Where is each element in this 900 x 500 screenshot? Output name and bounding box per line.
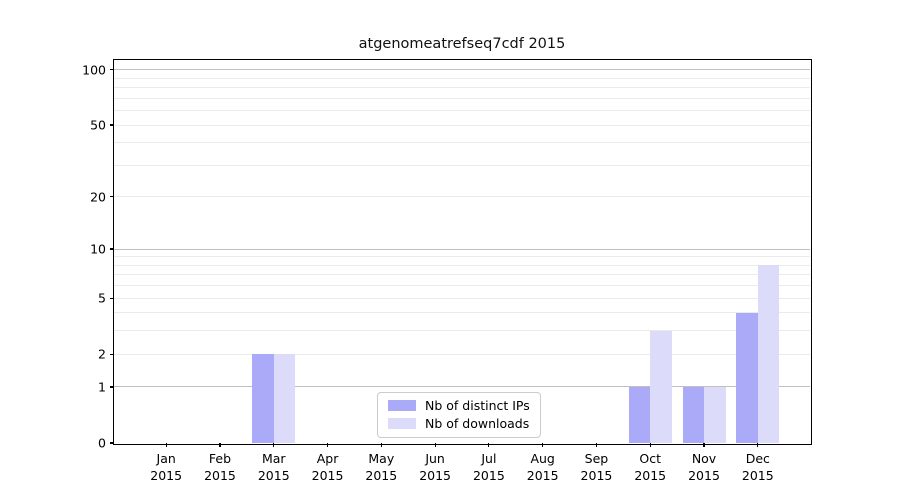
y-tick-label: 100 (82, 62, 106, 78)
bar-distinct-ips (628, 386, 651, 443)
x-tick-label: Sep 2015 (580, 451, 613, 483)
legend-label-distinct-ips: Nb of distinct IPs (425, 398, 530, 413)
minor-gridline (114, 312, 810, 314)
minor-gridline (114, 77, 810, 79)
x-tick-mark (165, 443, 167, 447)
bar-downloads (650, 330, 672, 443)
x-tick-label: Oct 2015 (634, 451, 667, 483)
minor-gridline (114, 124, 810, 126)
x-tick-mark (703, 443, 705, 447)
bar-distinct-ips (252, 354, 274, 443)
bar-distinct-ips (736, 312, 758, 443)
minor-gridline (114, 97, 810, 99)
y-tick-label: 1 (98, 379, 106, 395)
x-tick-mark (757, 443, 759, 447)
bar-downloads (273, 354, 296, 443)
legend: Nb of distinct IPs Nb of downloads (377, 392, 541, 438)
y-tick-label: 2 (98, 346, 106, 362)
y-tick-label: 50 (90, 117, 106, 133)
downloads-swatch-icon (388, 418, 416, 429)
y-tick-mark (110, 69, 114, 71)
y-tick-label: 10 (90, 241, 106, 257)
minor-gridline (114, 164, 810, 166)
minor-gridline (114, 274, 810, 276)
y-tick-mark (110, 297, 114, 299)
major-gridline (114, 386, 810, 388)
x-tick-label: Nov 2015 (688, 451, 720, 483)
minor-gridline (114, 142, 810, 144)
minor-gridline (114, 285, 810, 287)
y-tick-mark (110, 442, 114, 444)
x-tick-mark (542, 443, 544, 447)
legend-item-downloads: Nb of downloads (388, 416, 530, 431)
x-tick-label: Apr 2015 (311, 451, 344, 483)
x-tick-mark (219, 443, 221, 447)
x-tick-label: May 2015 (365, 451, 398, 483)
minor-gridline (114, 264, 810, 266)
minor-gridline (114, 353, 810, 355)
y-tick-mark (110, 248, 114, 250)
x-tick-label: Aug 2015 (526, 451, 559, 483)
x-tick-label: Mar 2015 (257, 451, 290, 483)
x-tick-mark (326, 443, 329, 447)
x-tick-mark (380, 443, 382, 447)
x-tick-label: Jun 2015 (419, 451, 451, 483)
x-tick-label: Jul 2015 (472, 451, 505, 483)
x-tick-label: Jan 2015 (150, 451, 183, 483)
x-tick-label: Dec 2015 (741, 451, 774, 483)
y-tick-label: 20 (90, 189, 106, 205)
bar-distinct-ips (682, 386, 705, 443)
x-tick-mark (434, 443, 436, 447)
x-tick-mark (595, 443, 598, 447)
minor-gridline (114, 297, 810, 299)
y-tick-mark (110, 196, 114, 198)
legend-item-distinct-ips: Nb of distinct IPs (388, 398, 530, 413)
y-tick-mark (110, 386, 114, 388)
major-gridline (114, 69, 810, 71)
y-tick-label: 0 (98, 435, 106, 451)
x-tick-label: Feb 2015 (204, 451, 236, 483)
distinct-ips-swatch-icon (388, 400, 416, 411)
chart-title: atgenomeatrefseq7cdf 2015 (358, 36, 566, 52)
y-tick-label: 5 (98, 290, 106, 306)
y-tick-mark (110, 353, 114, 355)
minor-gridline (114, 330, 810, 332)
bar-downloads (704, 386, 726, 443)
major-gridline (114, 248, 810, 250)
x-tick-mark (488, 443, 490, 447)
legend-label-downloads: Nb of downloads (425, 416, 530, 431)
x-tick-mark (273, 443, 275, 447)
minor-gridline (114, 110, 810, 112)
minor-gridline (114, 256, 810, 258)
y-tick-mark (110, 124, 114, 126)
x-tick-mark (649, 443, 651, 447)
minor-gridline (114, 87, 810, 89)
minor-gridline (114, 196, 810, 198)
bar-downloads (757, 265, 780, 443)
